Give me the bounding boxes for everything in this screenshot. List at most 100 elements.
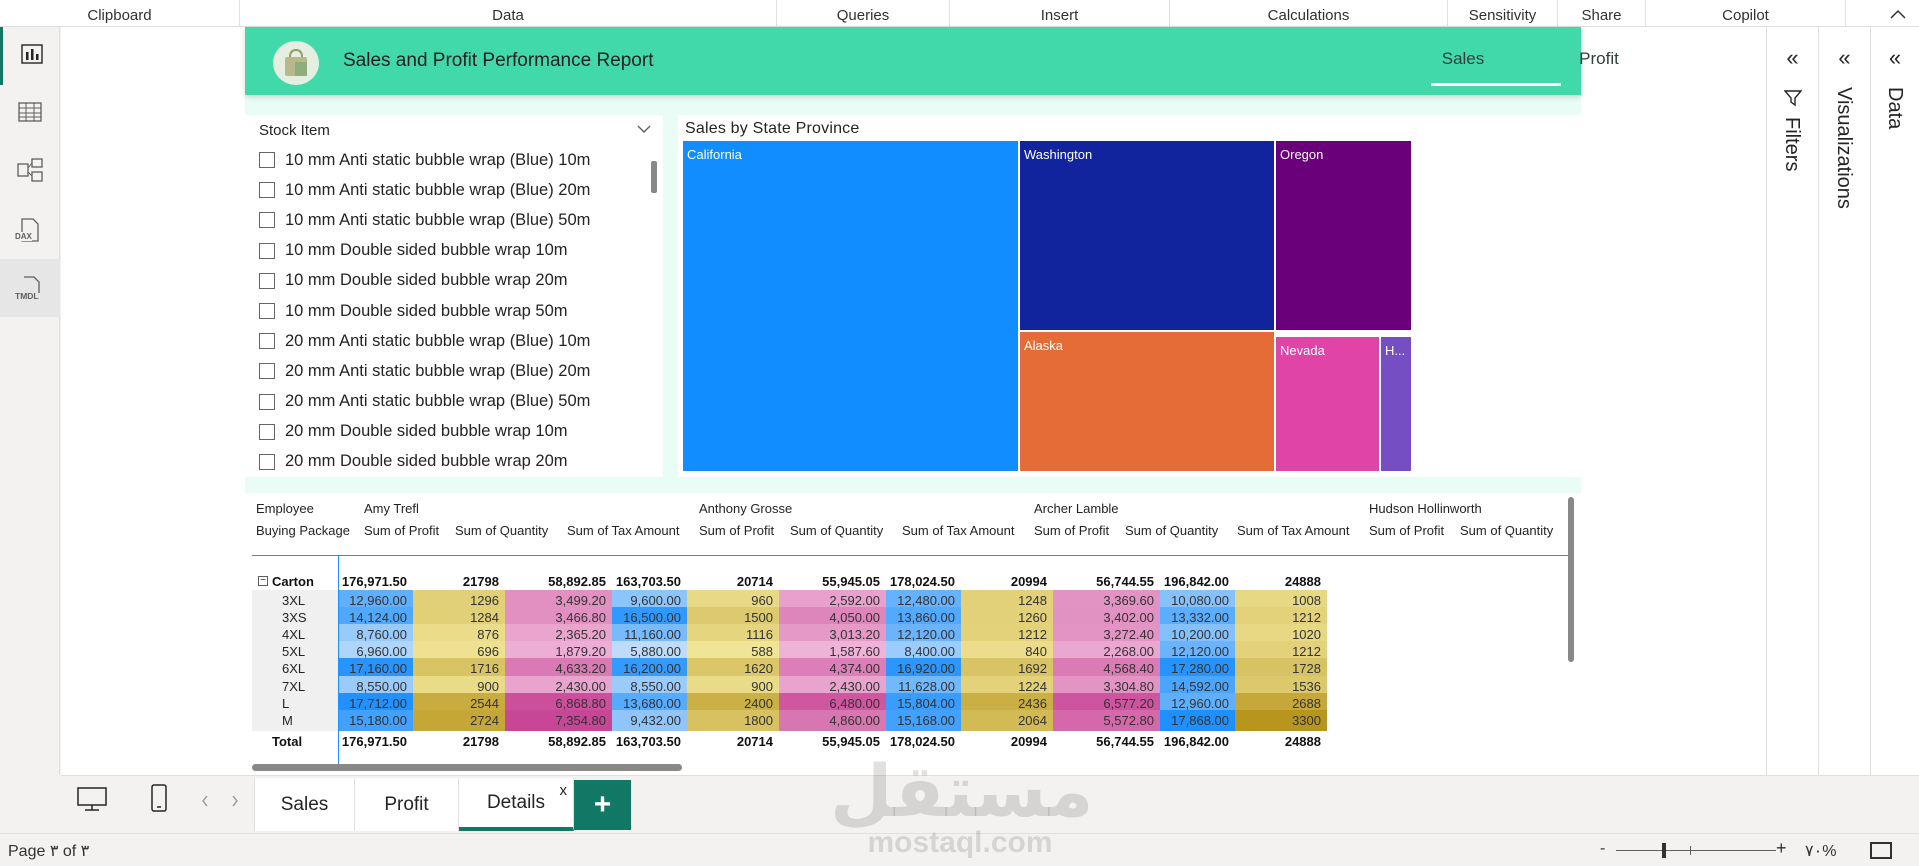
table-row[interactable]: 5XL 6,960.00 696 1,879.20 5,880.00 588 1,587.6… xyxy=(252,641,1572,663)
slicer-item[interactable]: 10 mm Anti static bubble wrap (Blue) 10m xyxy=(259,145,639,175)
slicer-item[interactable]: 20 mm Anti static bubble wrap (Blue) 20m xyxy=(259,356,639,386)
matrix-cell[interactable]: 12,960.00 xyxy=(338,590,413,611)
matrix-cell[interactable]: 3300 xyxy=(1235,709,1327,731)
matrix-cell[interactable]: 2064 xyxy=(961,709,1053,731)
matrix-cell[interactable]: 1536 xyxy=(1235,675,1327,697)
matrix-measure-header[interactable]: Sum of Profit xyxy=(1034,523,1110,538)
checkbox[interactable] xyxy=(259,393,275,410)
matrix-cell[interactable]: 13,332.00 xyxy=(1160,607,1235,629)
matrix-cell[interactable]: 4,633.20 xyxy=(505,658,612,680)
matrix-measure-header[interactable]: Sum of Tax Amount xyxy=(567,523,680,538)
matrix-cell[interactable]: 8,400.00 xyxy=(886,641,961,663)
matrix-cell[interactable]: 3,369.60 xyxy=(1053,590,1160,611)
table-row[interactable]: M 15,180.00 2724 7,354.80 9,432.00 1800 4,860.… xyxy=(252,709,1572,731)
matrix-cell[interactable]: 5,880.00 xyxy=(612,641,687,663)
matrix-cell[interactable]: 6,577.20 xyxy=(1053,692,1160,714)
matrix-cell[interactable]: 196,842.00 xyxy=(1163,574,1229,589)
matrix-cell[interactable]: 20994 xyxy=(1010,574,1047,589)
table-row[interactable]: L 17,712.00 2544 6,868.80 13,680.00 2400 6,480… xyxy=(252,692,1572,714)
treemap-tile-nevada[interactable]: Nevada xyxy=(1275,336,1380,472)
matrix-cell[interactable]: 17,160.00 xyxy=(338,658,413,680)
matrix-cell[interactable]: 15,168.00 xyxy=(886,709,961,731)
checkbox[interactable] xyxy=(259,423,275,440)
matrix-cell[interactable]: 1728 xyxy=(1235,658,1327,680)
matrix-cell[interactable]: 876 xyxy=(413,624,505,646)
table-row[interactable]: 4XL 8,760.00 876 2,365.20 11,160.00 1116 3,013… xyxy=(252,624,1572,646)
treemap-tile-california[interactable]: California xyxy=(682,140,1019,472)
matrix-cell[interactable]: 696 xyxy=(413,641,505,663)
treemap-tile-alaska[interactable]: Alaska xyxy=(1019,331,1275,472)
ribbon-group-sensitivity[interactable]: Sensitivity xyxy=(1448,0,1558,27)
checkbox[interactable] xyxy=(259,333,275,350)
matrix-cell[interactable]: 840 xyxy=(961,641,1053,663)
matrix-cell[interactable]: 24888 xyxy=(1284,734,1321,749)
expand-chevron-icon[interactable]: « xyxy=(1786,45,1799,70)
checkbox[interactable] xyxy=(259,363,275,380)
matrix-cell[interactable]: 2,430.00 xyxy=(779,675,886,697)
expand-chevron-icon[interactable]: « xyxy=(1838,45,1851,70)
checkbox[interactable] xyxy=(259,152,275,169)
matrix-cell[interactable]: 163,703.50 xyxy=(615,574,681,589)
matrix-cell[interactable]: 178,024.50 xyxy=(889,734,955,749)
matrix-cell[interactable]: 3,013.20 xyxy=(779,624,886,646)
slicer-item[interactable]: 10 mm Anti static bubble wrap (Blue) 50m xyxy=(259,205,639,235)
matrix-cell[interactable]: 13,860.00 xyxy=(886,607,961,629)
matrix-cell[interactable]: 20994 xyxy=(1010,734,1047,749)
treemap-tile-h[interactable]: H... xyxy=(1380,336,1412,472)
filters-pane[interactable]: « Filters xyxy=(1766,27,1818,775)
table-row[interactable]: 3XL 12,960.00 1296 3,499.20 9,600.00 960 2,592… xyxy=(252,590,1572,611)
matrix-cell[interactable]: 900 xyxy=(687,675,779,697)
matrix-cell[interactable]: 6,868.80 xyxy=(505,692,612,714)
matrix-cell[interactable]: 20714 xyxy=(736,574,773,589)
slicer-item[interactable]: 10 mm Double sided bubble wrap 50m xyxy=(259,296,639,326)
matrix-cell[interactable]: 4,374.00 xyxy=(779,658,886,680)
matrix-measure-header[interactable]: Sum of Quantity xyxy=(1460,523,1554,538)
zoom-in-button[interactable]: + xyxy=(1776,838,1787,858)
matrix-cell[interactable]: 1,879.20 xyxy=(505,641,612,663)
matrix-cell[interactable]: 12,120.00 xyxy=(1160,641,1235,663)
matrix-measure-header[interactable]: Sum of Quantity xyxy=(1125,523,1219,538)
table-view-button[interactable] xyxy=(0,85,60,143)
ribbon-group-clipboard[interactable]: Clipboard xyxy=(0,0,240,27)
matrix-cell[interactable]: 8,760.00 xyxy=(338,624,413,646)
matrix-cell[interactable]: 1212 xyxy=(1235,641,1327,663)
matrix-cell[interactable]: 11,160.00 xyxy=(612,624,687,646)
matrix-cell[interactable]: 1212 xyxy=(1235,607,1327,629)
data-pane[interactable]: « Data xyxy=(1870,27,1919,775)
matrix-employee-header[interactable]: Amy Trefl xyxy=(364,501,419,516)
visualizations-pane[interactable]: « Visualizations xyxy=(1818,27,1870,775)
matrix-cell[interactable]: 588 xyxy=(687,641,779,663)
checkbox[interactable] xyxy=(259,272,275,289)
nav-tab-details[interactable]: Details xyxy=(1710,49,1762,68)
matrix-measure-header[interactable]: Sum of Quantity xyxy=(790,523,884,538)
matrix-measure-header[interactable]: Sum of Profit xyxy=(699,523,775,538)
matrix-cell[interactable]: 178,024.50 xyxy=(889,574,955,589)
zoom-slider-thumb[interactable] xyxy=(1662,843,1666,858)
matrix-cell[interactable]: 4,050.00 xyxy=(779,607,886,629)
matrix-cell[interactable]: 58,892.85 xyxy=(548,734,606,749)
dax-query-view-button[interactable]: DAX xyxy=(0,201,60,259)
matrix-group-row[interactable]: Carton − 176,971.50 21798 58,892.85 163,703.5… xyxy=(252,571,1572,592)
matrix-cell[interactable]: 55,945.05 xyxy=(822,574,880,589)
treemap-tile-washington[interactable]: Washington xyxy=(1019,140,1275,331)
matrix-cell[interactable]: 17,712.00 xyxy=(338,692,413,714)
chevron-down-icon[interactable] xyxy=(637,121,651,137)
nav-tab-profit[interactable]: Profit xyxy=(1579,49,1619,68)
matrix-cell[interactable]: 3,402.00 xyxy=(1053,607,1160,629)
matrix-cell[interactable]: 1212 xyxy=(961,624,1053,646)
matrix-cell[interactable]: 12,960.00 xyxy=(1160,692,1235,714)
matrix-employee-header[interactable]: Hudson Hollinworth xyxy=(1369,501,1482,516)
page-tab-details[interactable]: Details x xyxy=(459,778,574,831)
matrix-horizontal-scrollbar[interactable] xyxy=(252,764,682,771)
matrix-cell[interactable]: 1800 xyxy=(687,709,779,731)
matrix-cell[interactable]: 24888 xyxy=(1284,574,1321,589)
zoom-percent[interactable]: ٧٠% xyxy=(1805,843,1837,860)
matrix-cell[interactable]: 196,842.00 xyxy=(1163,734,1229,749)
matrix-cell[interactable]: 2400 xyxy=(687,692,779,714)
desktop-layout-icon[interactable] xyxy=(77,786,107,817)
matrix-cell[interactable]: 3,499.20 xyxy=(505,590,612,611)
matrix-cell[interactable]: 4,860.00 xyxy=(779,709,886,731)
matrix-cell[interactable]: 1116 xyxy=(687,624,779,646)
matrix-cell[interactable]: 2,365.20 xyxy=(505,624,612,646)
ribbon-group-share[interactable]: Share xyxy=(1558,0,1646,27)
